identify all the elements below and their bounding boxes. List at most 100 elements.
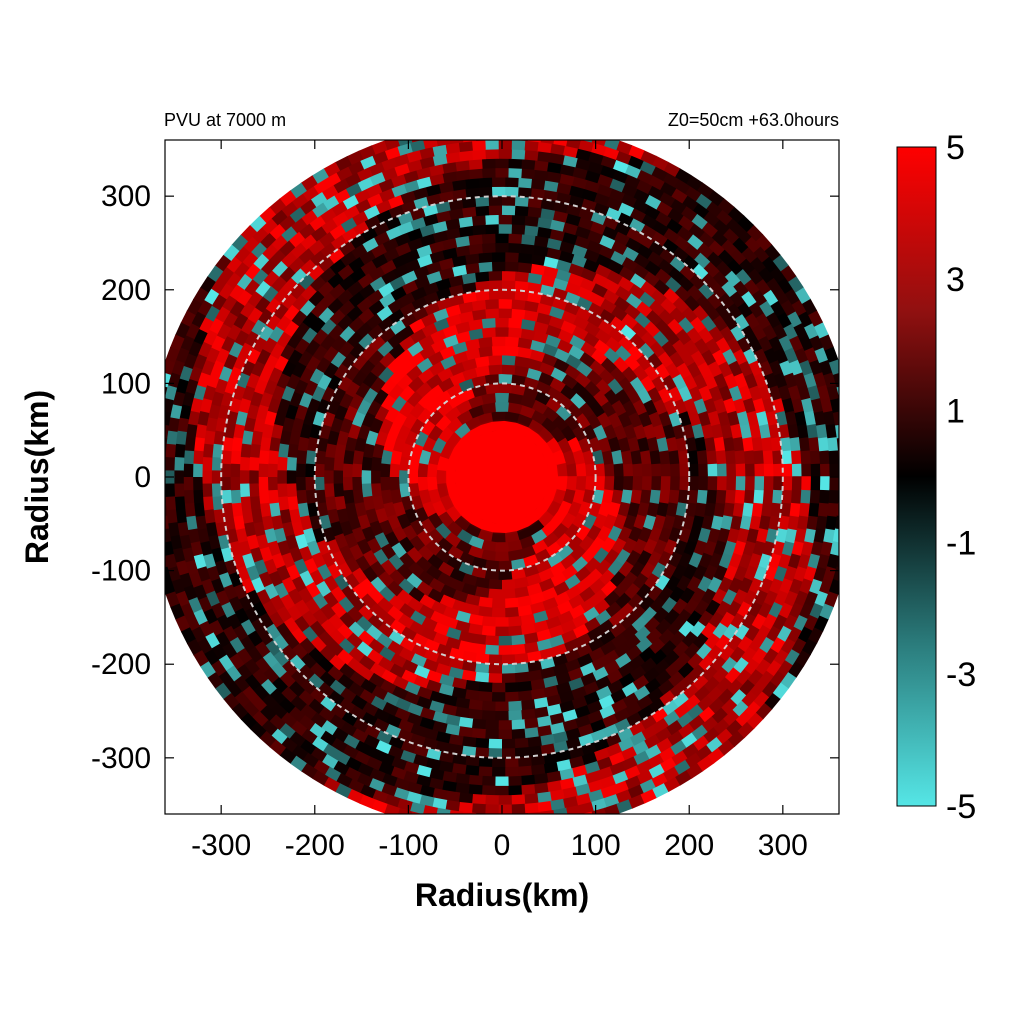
field-cell	[338, 596, 355, 614]
field-cell	[325, 398, 341, 416]
field-cell	[715, 259, 733, 277]
field-cell	[223, 692, 240, 711]
field-cell	[747, 335, 763, 353]
field-cell	[786, 310, 803, 328]
field-cell	[267, 477, 278, 492]
field-cell	[430, 610, 447, 626]
field-cell	[449, 140, 464, 145]
field-cell	[366, 746, 384, 762]
field-cell	[603, 140, 620, 151]
field-cell	[585, 462, 597, 477]
field-cell	[360, 784, 377, 800]
field-cell	[193, 437, 205, 453]
field-cell	[326, 272, 344, 289]
field-cell	[202, 553, 217, 570]
field-cell	[693, 251, 711, 269]
field-cell	[728, 576, 744, 594]
field-cell	[724, 666, 742, 684]
x-tick-label: 0	[494, 829, 511, 862]
field-cell	[721, 698, 739, 715]
field-cell	[684, 185, 702, 202]
field-cell	[697, 695, 715, 712]
field-cell	[208, 620, 225, 637]
field-cell	[706, 449, 718, 465]
field-cell	[222, 311, 238, 329]
field-cell	[716, 476, 728, 491]
field-cell	[714, 302, 732, 320]
field-cell	[467, 243, 483, 255]
field-cell	[380, 679, 398, 696]
field-cell	[681, 194, 699, 211]
field-cell	[485, 804, 500, 814]
field-cell	[592, 389, 610, 407]
field-cell	[367, 299, 385, 316]
field-cell	[457, 216, 474, 228]
field-cell	[633, 685, 652, 702]
field-cell	[432, 797, 448, 810]
field-cell	[610, 688, 628, 704]
field-cell	[520, 318, 536, 331]
field-cell	[797, 514, 810, 531]
field-cell	[228, 596, 244, 614]
field-cell	[202, 496, 214, 512]
field-cell	[370, 253, 388, 269]
field-cell	[639, 160, 656, 175]
field-cell	[255, 534, 270, 551]
field-cell	[553, 125, 568, 137]
field-cell	[547, 780, 563, 793]
field-cell	[682, 514, 696, 531]
field-cell	[452, 753, 468, 766]
field-cell	[663, 649, 681, 667]
field-cell	[356, 772, 374, 788]
field-cell	[687, 489, 699, 504]
field-cell	[661, 596, 678, 614]
field-cell	[431, 500, 447, 518]
field-cell	[557, 499, 573, 517]
field-cell	[682, 682, 700, 700]
field-cell	[316, 563, 333, 581]
field-cell	[644, 616, 662, 634]
field-cell	[471, 728, 487, 740]
field-cell	[321, 184, 339, 201]
field-cell	[521, 774, 537, 786]
field-cell	[301, 327, 318, 345]
field-cell	[501, 270, 516, 281]
field-cell	[299, 258, 317, 276]
field-cell	[326, 430, 340, 447]
field-cell	[368, 672, 386, 689]
field-cell	[414, 507, 429, 524]
field-cell	[344, 381, 360, 399]
field-cell	[593, 546, 610, 564]
field-cell	[258, 489, 270, 505]
field-cell	[711, 514, 724, 531]
field-cell	[395, 373, 413, 391]
field-cell	[520, 613, 537, 627]
field-cell	[521, 699, 537, 711]
field-cell	[511, 634, 527, 646]
field-cell	[625, 292, 643, 309]
field-cell	[427, 449, 441, 466]
field-cell	[357, 630, 375, 647]
field-cell	[286, 605, 303, 623]
field-cell	[318, 266, 336, 284]
field-cell	[468, 623, 484, 636]
field-cell	[759, 514, 772, 531]
field-cell	[641, 606, 658, 624]
field-cell	[320, 218, 338, 235]
field-cell	[215, 590, 231, 607]
field-cell	[494, 158, 509, 169]
field-cell	[686, 609, 703, 627]
field-cell	[576, 642, 594, 658]
field-cell	[336, 773, 354, 789]
field-cell	[706, 292, 724, 310]
field-cell	[517, 680, 533, 693]
field-cell	[700, 348, 717, 366]
field-cell	[468, 699, 484, 711]
field-cell	[465, 689, 481, 702]
field-cell	[813, 527, 827, 544]
field-cell	[495, 776, 510, 787]
field-cell	[355, 616, 373, 633]
field-cell	[579, 276, 597, 292]
field-cell	[708, 611, 725, 629]
field-cell	[306, 436, 319, 453]
